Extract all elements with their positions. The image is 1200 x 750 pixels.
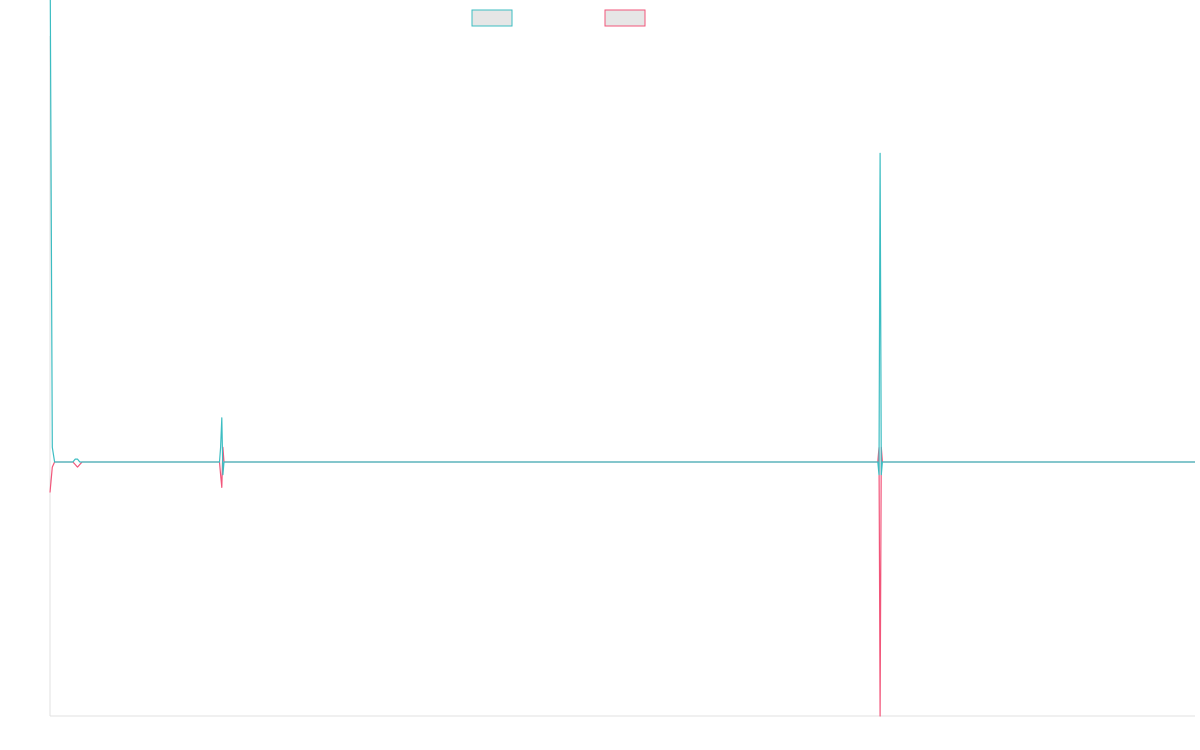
legend-item-2[interactable] — [604, 9, 646, 27]
series-line-pink — [49, 446, 1195, 717]
series-line-teal — [49, 0, 1195, 476]
series-layer — [49, 0, 1195, 717]
legend-item-1[interactable] — [471, 9, 513, 27]
legend-swatch-2 — [604, 9, 646, 27]
axes — [49, 36, 1195, 717]
legend — [471, 9, 646, 27]
legend-swatch-1 — [471, 9, 513, 27]
